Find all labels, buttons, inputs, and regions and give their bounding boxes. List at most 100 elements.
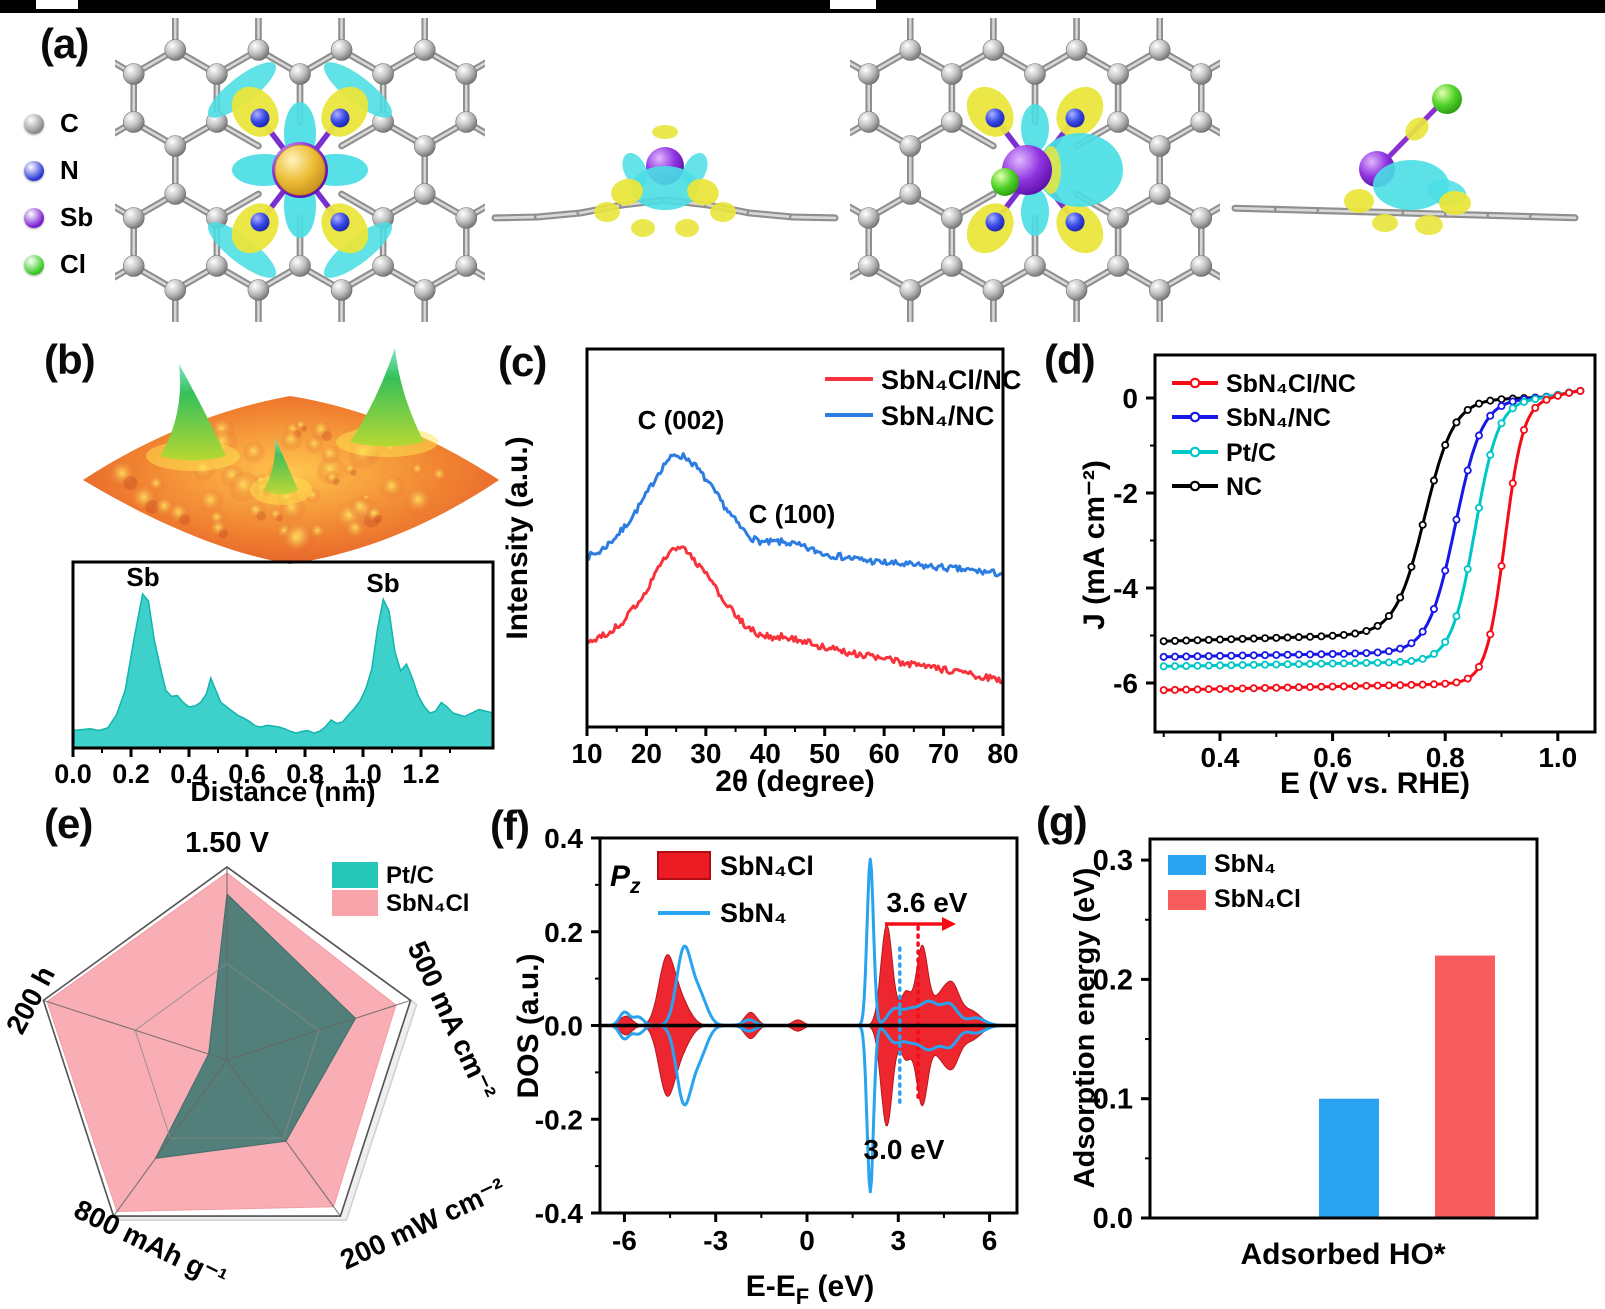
y-axis-label: Adsorption energy (eV) <box>1069 868 1101 1189</box>
panel-label-c: (c) <box>498 338 547 385</box>
svg-text:0.0: 0.0 <box>54 759 92 789</box>
peak-annotation-sb2: Sb <box>366 568 399 598</box>
legend-swatch-sbn4cl <box>332 890 378 916</box>
peak-annotation-c100: C (100) <box>749 499 836 529</box>
svg-text:1.2: 1.2 <box>402 759 440 789</box>
svg-text:0: 0 <box>1122 383 1138 414</box>
svg-text:1.0: 1.0 <box>344 759 382 789</box>
profile-fill <box>72 592 494 749</box>
svg-text:0.6: 0.6 <box>1313 742 1352 773</box>
plot-frame <box>1148 837 1539 1220</box>
adsorption-bar-chart: 0.0 0.1 0.2 0.3 SbN₄ SbN₄Cl Adsorbed HO* Ad… <box>1069 837 1539 1271</box>
legend-label: Sb <box>60 202 94 232</box>
svg-text:0.3: 0.3 <box>1093 845 1133 877</box>
xrd-chart: 10 20 30 40 50 60 70 80 SbN₄Cl/NC SbN₄/NC C (00… <box>501 347 1021 798</box>
legend-marker <box>1189 446 1201 458</box>
svg-text:0.0: 0.0 <box>1093 1203 1133 1235</box>
panel-label-b: (b) <box>44 336 96 383</box>
top-bar-notch <box>36 0 78 9</box>
svg-text:-0.2: -0.2 <box>535 1104 583 1135</box>
svg-text:50: 50 <box>809 738 840 769</box>
charge-density-structures <box>115 18 1579 322</box>
legend-label: SbN₄Cl <box>1214 885 1301 913</box>
svg-text:0.4: 0.4 <box>170 759 208 789</box>
svg-text:1.0: 1.0 <box>1538 742 1577 773</box>
legend-item-chlorine: Cl <box>24 241 134 288</box>
legend-label: Pt/C <box>386 862 434 889</box>
xrd-curves <box>585 452 1004 685</box>
svg-text:-0.4: -0.4 <box>535 1198 584 1229</box>
x-axis-label: E-EF (eV) <box>746 1270 874 1309</box>
svg-text:40: 40 <box>750 738 781 769</box>
radar-axis-label-current: 500 mA cm⁻² <box>402 936 502 1104</box>
legend-label: SbN₄Cl/NC <box>1226 370 1356 398</box>
svg-text:-4: -4 <box>1113 573 1138 604</box>
svg-text:-2: -2 <box>1113 478 1138 509</box>
lsv-curves <box>1159 386 1585 695</box>
top-bar-notch <box>830 0 876 9</box>
bar-1 <box>1435 955 1495 1218</box>
plot-frame <box>71 560 495 750</box>
axis-ticks: -6 -3 0 3 6 0.4 0.2 0.0 -0.2 -0.4 <box>535 823 998 1256</box>
svg-text:10: 10 <box>571 738 602 769</box>
plot-frame <box>1153 353 1597 734</box>
svg-text:70: 70 <box>928 738 959 769</box>
radar-chart: 1.50 V 500 mA cm⁻² 200 mW cm⁻² 800 mAh g… <box>0 827 510 1294</box>
svg-text:-6: -6 <box>612 1225 637 1256</box>
antimony-sphere-icon <box>24 207 44 228</box>
svg-text:60: 60 <box>869 738 900 769</box>
carbon-sphere-icon <box>24 113 44 134</box>
svg-text:0: 0 <box>799 1225 815 1256</box>
svg-text:-6: -6 <box>1113 668 1138 699</box>
svg-text:6: 6 <box>982 1225 998 1256</box>
x-axis-label: E (V vs. RHE) <box>1280 767 1470 800</box>
legend-swatch-sbn4cl <box>1168 890 1206 910</box>
svg-text:0.2: 0.2 <box>1093 964 1133 996</box>
y-axis-label: Intensity (a.u.) <box>501 436 534 639</box>
orbital-label: Pz <box>610 860 641 898</box>
svg-text:0.1: 0.1 <box>1093 1084 1133 1116</box>
svg-text:20: 20 <box>631 738 662 769</box>
legend-label: N <box>60 155 79 185</box>
radar-grid <box>42 866 418 1221</box>
nitrogen-sphere-icon <box>24 160 44 181</box>
legend-marker <box>1189 480 1201 492</box>
svg-text:-3: -3 <box>703 1225 728 1256</box>
legend-label: SbN₄/NC <box>881 401 994 431</box>
svg-text:0.8: 0.8 <box>1426 742 1465 773</box>
legend-label: SbN₄Cl <box>720 851 814 881</box>
x-axis-label: Adsorbed HO* <box>1240 1238 1445 1271</box>
svg-text:3: 3 <box>891 1225 907 1256</box>
legend-label: Cl <box>60 249 86 279</box>
dos-chart: -6 -3 0 3 60.40.20.0-0.2-0.4 Pz SbN₄Cl SbN₄ … <box>512 823 1019 1309</box>
radar-series-ptc <box>154 892 357 1160</box>
panel-label-d: (d) <box>1044 336 1096 383</box>
legend-item-carbon: C <box>24 100 134 147</box>
panel-label-f: (f) <box>490 802 530 849</box>
legend-item-nitrogen: N <box>24 147 134 194</box>
svg-text:0.0: 0.0 <box>544 1011 583 1042</box>
axis-ticks: 0.4 0.6 0.8 1.0 0 -2 -4 -6 <box>1113 383 1577 773</box>
legend-item-antimony: Sb <box>24 194 134 241</box>
orr-polarization-chart: 0.4 0.6 0.8 1.0 0 -2 -4 -6 SbN₄Cl/NC SbN₄/NC Pt… <box>1078 353 1597 800</box>
line-profile-chart: 0.0 0.2 0.4 0.6 0.8 1.0 1.2 Sb Sb Distance (nm… <box>54 560 495 807</box>
legend-label: Pt/C <box>1226 439 1276 467</box>
y-axis-label: J (mA cm⁻²) <box>1078 460 1111 630</box>
legend-swatch-sbn4 <box>1168 855 1206 875</box>
x-axis-ticks: 0.0 0.2 0.4 0.6 0.8 1.0 1.2 <box>54 748 451 789</box>
svg-text:0.2: 0.2 <box>544 917 583 948</box>
bars <box>1319 955 1495 1218</box>
legend-label: SbN₄ <box>1214 850 1276 878</box>
atom-legend: C N Sb Cl <box>24 100 134 288</box>
radar-axis-label-voltage: 1.50 V <box>185 827 269 859</box>
y-axis-label: DOS (a.u.) <box>512 953 545 1098</box>
legend-label: SbN₄Cl <box>386 890 469 917</box>
lsv-curve-0 <box>1163 389 1583 692</box>
legend-label: SbN₄Cl/NC <box>881 365 1021 395</box>
gap-annotation-blue: 3.0 eV <box>864 1134 945 1165</box>
legend-label: C <box>60 108 79 138</box>
gap-arrow-head-icon <box>942 917 956 931</box>
gap-annotation-red: 3.6 eV <box>887 887 968 918</box>
legend-swatch-sbn4cl <box>657 851 711 880</box>
legend-label: SbN₄/NC <box>1226 404 1331 432</box>
